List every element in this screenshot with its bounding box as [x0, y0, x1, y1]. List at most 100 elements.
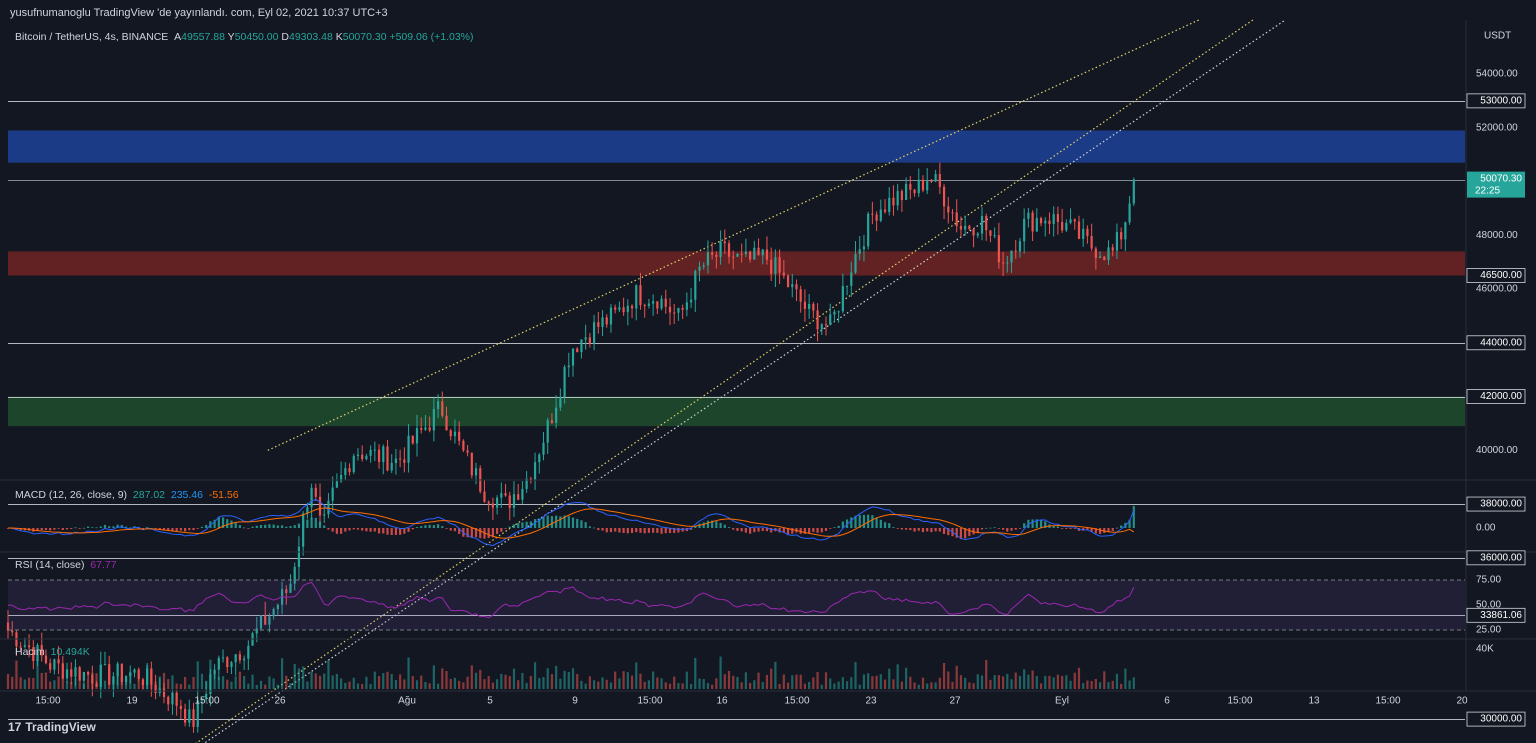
macd-histogram-bar [61, 528, 64, 531]
macd-histogram-bar [1001, 528, 1005, 530]
volume-bar [1065, 675, 1068, 689]
macd-histogram-bar [95, 527, 98, 529]
candle-body [715, 254, 718, 257]
candle-body [959, 225, 963, 230]
macd-histogram-bar [340, 528, 343, 534]
trend-channel-lines[interactable] [192, 19, 1286, 743]
candle-body [677, 308, 680, 313]
volume-bar [1006, 673, 1009, 689]
candle-body [546, 420, 549, 443]
candle-body [770, 259, 773, 274]
macd-histogram-bar [280, 525, 284, 528]
tradingview-logo-icon: 17 [8, 720, 22, 734]
volume-bar [706, 683, 710, 689]
candle-body [601, 317, 604, 327]
macd-histogram-bar [668, 528, 672, 534]
last-price-value: 50070.30 [1480, 173, 1522, 184]
macd-histogram-bar [453, 528, 457, 532]
candle-body [1061, 221, 1064, 231]
level-price-label: 38000.00 [1466, 496, 1526, 512]
candle-body [251, 633, 254, 646]
time-axis[interactable]: 15:00 19 15:00 26 Ağu 5 9 15:00 16 15:00 23 27 Eyl 6 1… [35, 696, 1468, 707]
macd-legend[interactable]: MACD (12, 26, close, 9) 287.02 235.46 -5… [15, 489, 239, 501]
macd-histogram-bar [997, 528, 1000, 529]
volume-bar [221, 676, 225, 689]
candle-body [517, 494, 520, 500]
volume-bar [635, 662, 638, 689]
volume-bar [660, 678, 663, 689]
pane-separators[interactable] [0, 20, 1536, 692]
macd-histogram-bar [993, 527, 996, 529]
candle-body [753, 247, 756, 260]
candle-body [942, 186, 946, 207]
macd-histogram-bar [702, 522, 705, 528]
candle-body [976, 233, 979, 236]
volume-bar [980, 675, 984, 689]
candle-body [829, 314, 832, 325]
candle-body [605, 317, 608, 325]
volume-bar [415, 680, 419, 689]
macd-histogram-bar [711, 520, 714, 528]
volume-bar [61, 675, 64, 689]
candle-body [567, 365, 570, 368]
macd-histogram-bar [1014, 528, 1017, 530]
candle-body [1128, 203, 1131, 223]
volume-bar [622, 671, 625, 689]
candle-body [365, 455, 368, 460]
macd-histogram-bar [673, 528, 676, 533]
volume-bar [837, 681, 840, 689]
candle-body [533, 462, 537, 480]
tradingview-brand[interactable]: 17 TradingView [8, 720, 96, 734]
volume-bar [816, 671, 819, 689]
candle-body [917, 179, 920, 194]
candle-body [930, 181, 933, 183]
candle-body [504, 493, 507, 496]
high-value: 50450.00 [234, 31, 279, 43]
macd-histogram-bar [706, 520, 710, 528]
volume-legend[interactable]: Hacim 10.494K [15, 646, 90, 658]
candle-body [816, 310, 819, 330]
candle-body [276, 604, 279, 610]
volume-bar [761, 682, 764, 689]
candle-body [356, 454, 360, 456]
macd-histogram-bar [213, 519, 216, 528]
volume-bar [1073, 672, 1076, 689]
symbol-name[interactable]: Bitcoin / TetherUS, 4s, BINANCE [15, 31, 169, 43]
volume-bar [689, 684, 693, 689]
candle-body [1044, 220, 1047, 224]
macd-histogram-bar [626, 528, 629, 534]
macd-histogram-bar [824, 528, 828, 531]
candle-body [660, 298, 663, 309]
candle-body [1027, 212, 1030, 219]
volume-bar [930, 682, 933, 689]
candle-body [1035, 218, 1038, 232]
macd-histogram-bar [1056, 526, 1060, 528]
rsi-legend[interactable]: RSI (14, close) 67.77 [15, 559, 117, 571]
volume-bar [344, 682, 347, 689]
macd-histogram-bar [546, 515, 549, 528]
candle-body [171, 692, 174, 705]
volume-bar [685, 671, 688, 689]
macd-histogram-bar [323, 525, 326, 528]
macd-histogram-bar [348, 528, 351, 531]
volume-bar [44, 672, 48, 689]
price-axis[interactable]: 0.00 75.00 50.00 25.00 40K USDT 54000.00 52000.… [1466, 31, 1526, 743]
macd-histogram-bar [529, 521, 532, 528]
volume-bar [567, 671, 570, 689]
candle-body [289, 583, 292, 593]
macd-histogram-bar [289, 526, 292, 528]
volume-bar [293, 663, 296, 689]
volume-label: Hacim [15, 646, 45, 658]
volume-bar [736, 676, 739, 689]
horizontal-levels[interactable] [8, 101, 1465, 743]
volume-bar [905, 667, 908, 689]
macd-histogram-bar [221, 517, 225, 528]
candle-body [230, 662, 233, 668]
volume-bar [424, 682, 427, 689]
macd-histogram-bar [1069, 528, 1072, 529]
volume-bar [171, 675, 174, 689]
volume-bar [188, 684, 191, 689]
macd-histogram-bar [474, 528, 478, 537]
open-value: 49557.88 [181, 31, 225, 43]
